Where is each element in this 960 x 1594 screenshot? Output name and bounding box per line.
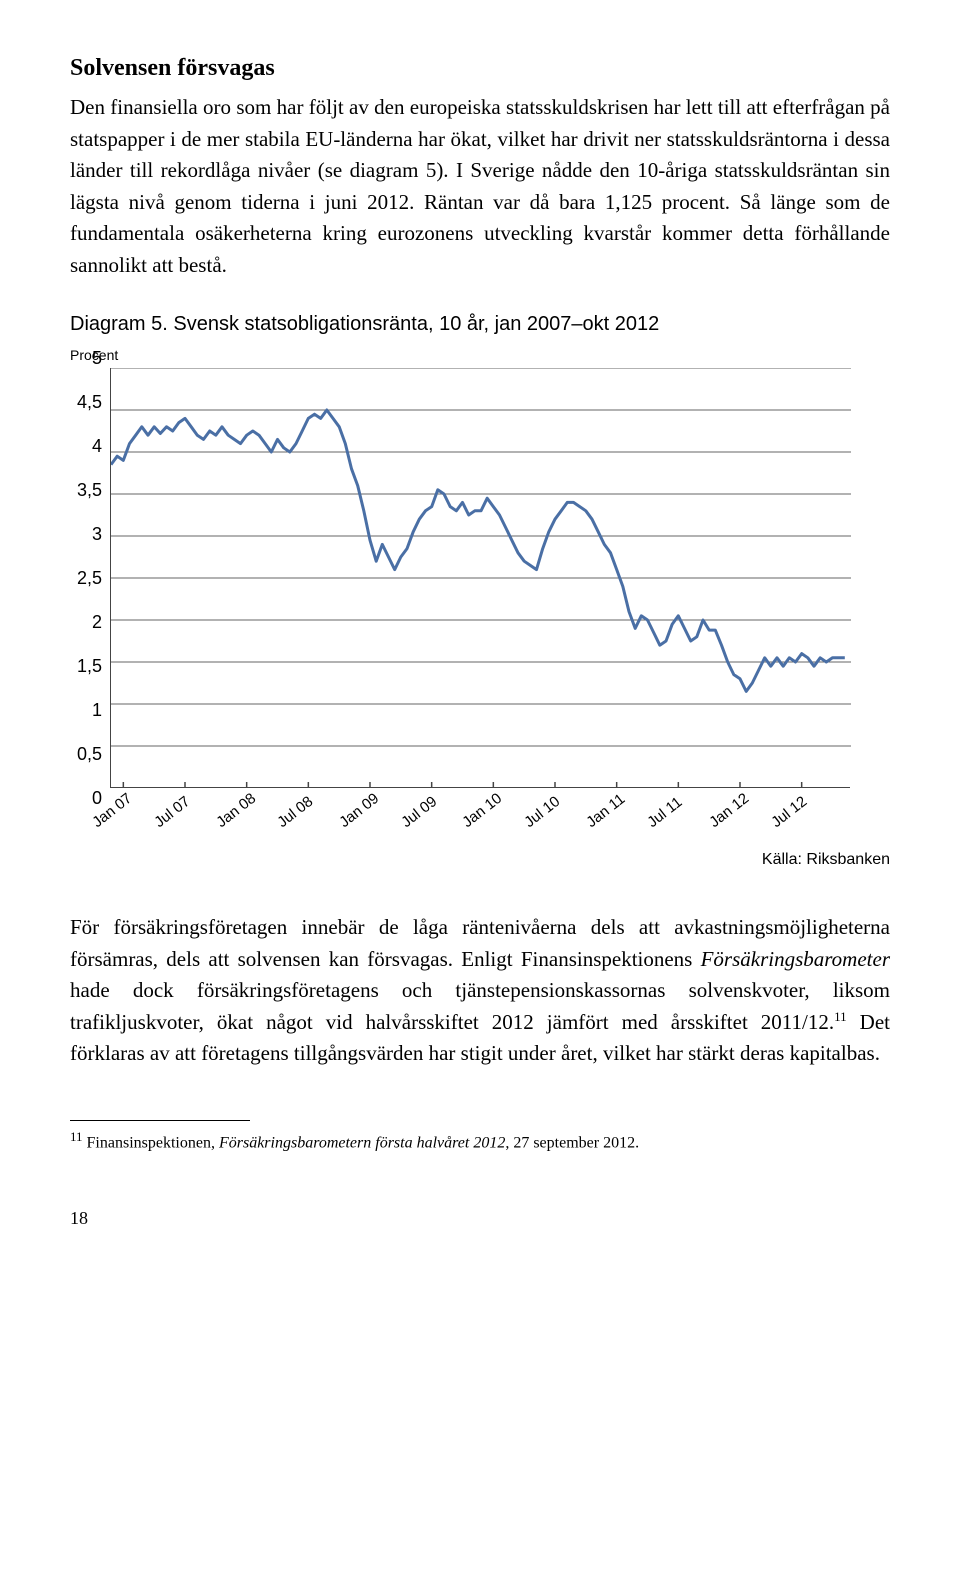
chart-plot-area [110, 368, 850, 788]
para2-part-b: hade dock försäkringsföretagens och tjän… [70, 978, 890, 1034]
footnote: 11 Finansinspektionen, Försäkringsbarome… [70, 1127, 890, 1155]
chart-source: Källa: Riksbanken [70, 848, 890, 872]
chart-container: Procent 54,543,532,521,510,50 Jan 07Jul … [70, 345, 890, 848]
footnote-ref: 11 [834, 1009, 847, 1024]
footnote-number: 11 [70, 1129, 83, 1144]
footnote-b: , 27 september 2012. [505, 1134, 639, 1151]
section-heading: Solvensen försvagas [70, 50, 890, 86]
chart-title: Diagram 5. Svensk statsobligationsränta,… [70, 309, 890, 339]
paragraph-1: Den finansiella oro som har följt av den… [70, 92, 890, 281]
footnote-rule [70, 1120, 250, 1121]
footnote-italic: Försäkringsbarometern första halvåret 20… [219, 1134, 505, 1151]
y-axis-ticks: 54,543,532,521,510,50 [70, 358, 110, 798]
x-axis-ticks: Jan 07Jul 07Jan 08Jul 08Jan 09Jul 09Jan … [110, 798, 850, 848]
footnote-a: Finansinspektionen, [83, 1134, 219, 1151]
page-number: 18 [70, 1205, 890, 1232]
para2-italic: Försäkringsbarometer [701, 947, 890, 971]
paragraph-2: För försäkringsföretagen innebär de låga… [70, 912, 890, 1070]
y-axis-label: Procent [70, 345, 890, 366]
